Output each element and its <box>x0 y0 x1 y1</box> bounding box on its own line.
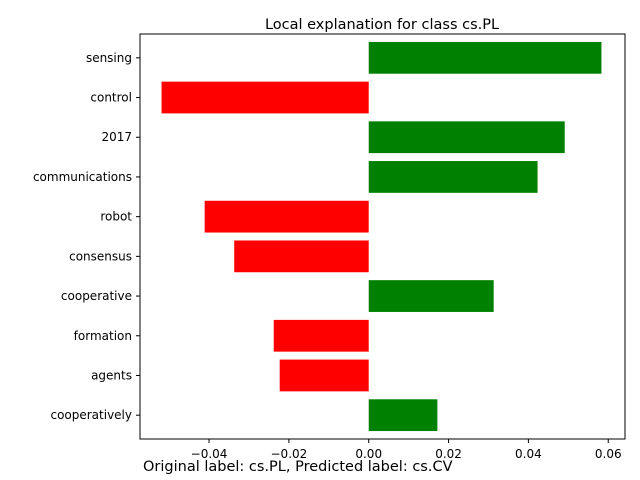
plot-frame <box>139 33 626 440</box>
bars-layer <box>161 41 602 432</box>
bar-control <box>161 81 369 114</box>
y-tick-label: cooperatively <box>50 408 132 422</box>
bar-cooperatively <box>368 399 438 432</box>
x-tick-label: −0.04 <box>191 447 228 461</box>
y-tick-label: agents <box>91 368 132 382</box>
prediction-caption: Original label: cs.PL, Predicted label: … <box>143 459 453 475</box>
y-axis: sensing control 2017 communications robot con… <box>33 51 140 422</box>
y-tick-label: control <box>90 91 132 105</box>
bar-consensus <box>234 240 369 273</box>
y-tick-label: consensus <box>69 249 132 263</box>
y-tick-label: communications <box>33 170 132 184</box>
bar-communications <box>368 161 538 193</box>
chart-title: Local explanation for class cs.PL <box>265 17 499 33</box>
y-tick-label: formation <box>74 329 132 343</box>
x-tick-label: 0.00 <box>355 447 382 461</box>
x-tick-label: 0.04 <box>515 447 542 461</box>
x-tick-label: 0.02 <box>435 447 462 461</box>
x-tick-label: −0.02 <box>271 447 308 461</box>
y-tick-label: 2017 <box>101 130 132 144</box>
bar-2017 <box>368 121 565 154</box>
x-axis: −0.04 −0.02 0.00 0.02 0.04 0.06 <box>191 439 622 461</box>
bar-robot <box>204 200 369 233</box>
y-tick-label: sensing <box>86 51 132 65</box>
bar-agents <box>279 359 369 392</box>
y-tick-label: robot <box>100 210 132 224</box>
y-tick-label: cooperative <box>61 289 132 303</box>
bar-sensing <box>368 41 602 74</box>
bar-cooperative <box>368 280 494 312</box>
x-tick-label: 0.06 <box>595 447 622 461</box>
bar-formation <box>273 319 369 352</box>
